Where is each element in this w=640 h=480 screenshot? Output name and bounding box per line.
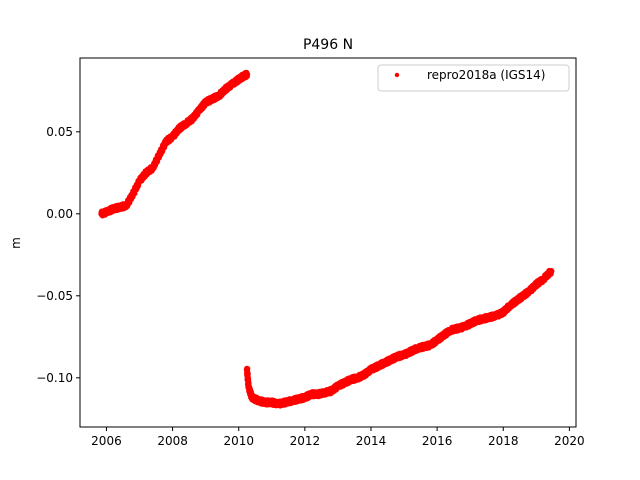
legend-box [377, 64, 570, 92]
y-tick-label: 0.05 [46, 125, 73, 139]
legend-marker [394, 72, 400, 78]
x-tick-label: 2008 [157, 434, 188, 448]
chart-title: P496 N [303, 37, 353, 53]
plot-area [98, 69, 555, 409]
y-tick-label: −0.10 [36, 371, 73, 385]
legend-label: repro2018a (IGS14) [427, 68, 545, 82]
data-point [548, 268, 555, 275]
data-point [243, 71, 251, 78]
x-tick-label: 2014 [356, 434, 387, 448]
y-axis-label: m [9, 237, 23, 249]
x-tick-label: 2020 [554, 434, 585, 448]
x-axis: 2006 2008 2010 2012 2014 2016 2018 2020 [91, 427, 585, 448]
plot-frame [79, 57, 577, 428]
x-tick-label: 2010 [223, 434, 254, 448]
x-tick-label: 2012 [290, 434, 321, 448]
x-tick-label: 2016 [422, 434, 453, 448]
x-tick-label: 2006 [91, 434, 122, 448]
x-tick-label: 2018 [488, 434, 519, 448]
legend: repro2018a (IGS14) [377, 64, 570, 92]
y-tick-label: −0.05 [36, 289, 73, 303]
y-axis: 0.05 0.00 −0.05 −0.10 [36, 125, 80, 385]
y-tick-label: 0.00 [46, 207, 73, 221]
